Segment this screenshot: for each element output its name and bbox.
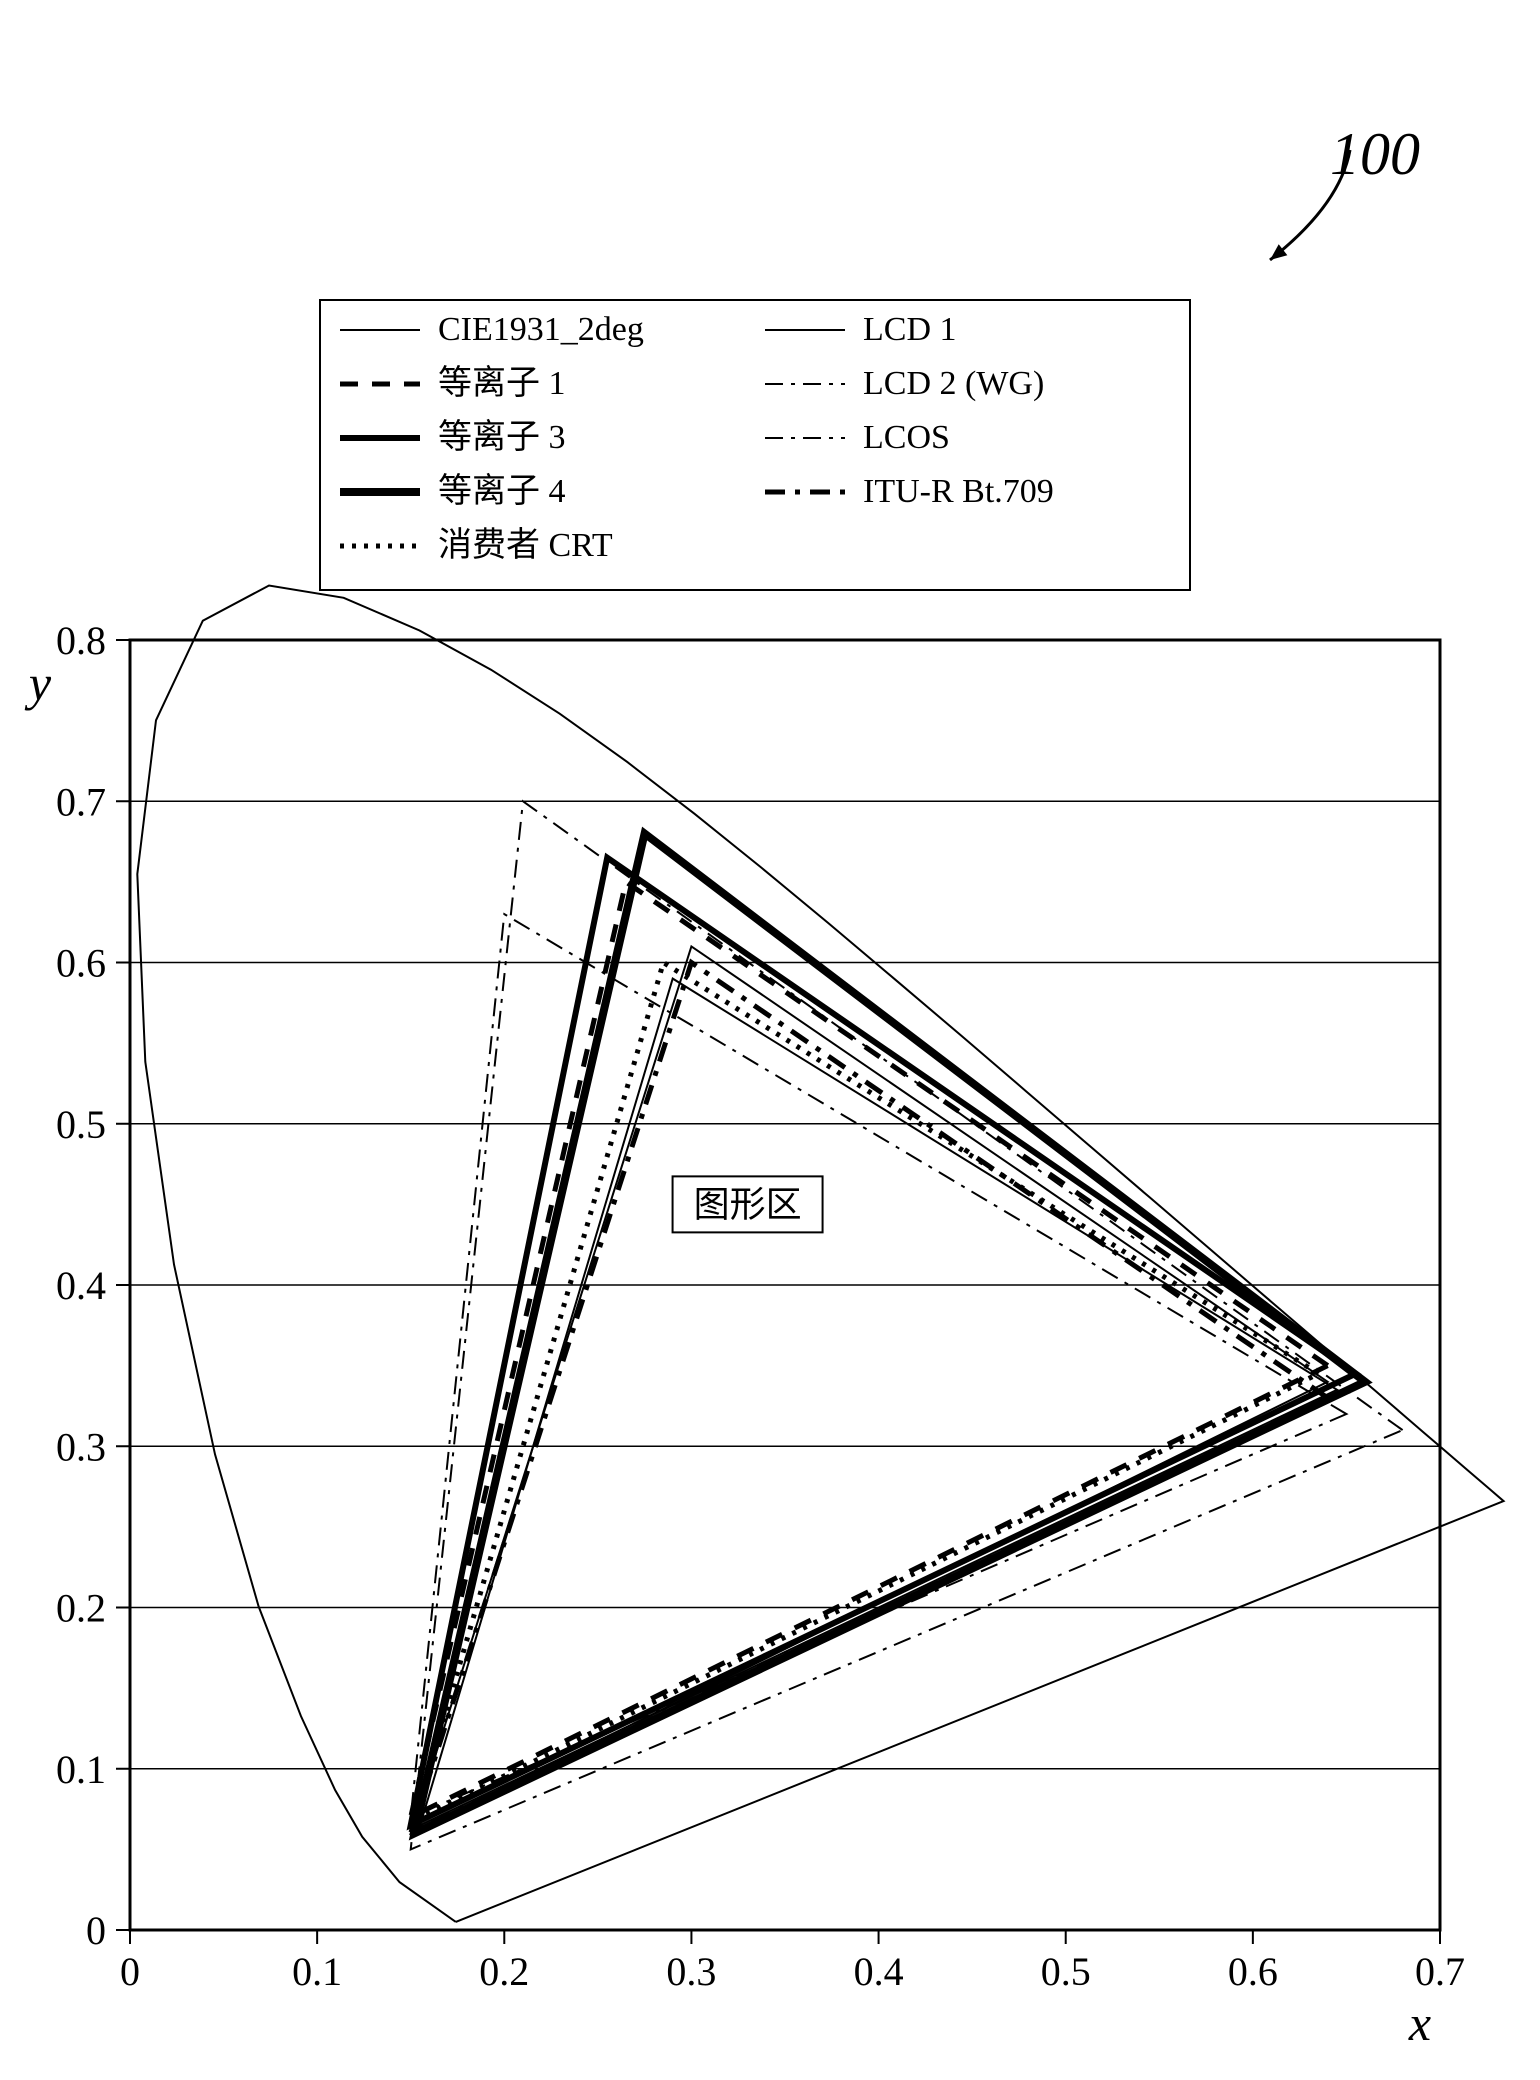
spectral-locus [137, 586, 1503, 1922]
y-tick-label: 0.1 [56, 1747, 106, 1792]
x-tick-label: 0.1 [292, 1949, 342, 1994]
figure-svg: CIE1931_2deg 等离子 1 等离子 3 等离子 4 消费者 CRT LCD 1 L… [0, 0, 1540, 2080]
y-tick-label: 0 [86, 1908, 106, 1953]
legend-item-label: LCOS [863, 419, 950, 456]
gamut-LCD 2 (WG) [411, 801, 1403, 1849]
x-tick-label: 0 [120, 1949, 140, 1994]
legend-item-label: ITU-R Bt.709 [863, 473, 1054, 510]
y-tick-label: 0.4 [56, 1263, 106, 1308]
x-tick-label: 0.4 [854, 1949, 904, 1994]
legend-item-label: 消费者 CRT [438, 526, 613, 564]
y-tick-label: 0.7 [56, 779, 106, 824]
legend-item-label: LCD 1 [863, 311, 957, 348]
x-tick-label: 0.7 [1415, 1949, 1465, 1994]
y-tick-label: 0.8 [56, 618, 106, 663]
x-tick-label: 0.2 [479, 1949, 529, 1994]
legend: CIE1931_2deg 等离子 1 等离子 3 等离子 4 消费者 CRT LCD 1 L… [320, 300, 1190, 590]
legend-item-label: CIE1931_2deg [438, 311, 644, 348]
legend-item-label: 等离子 4 [438, 472, 566, 510]
x-tick-label: 0.5 [1041, 1949, 1091, 1994]
plot-area: 图形区 0 0.1 0.2 0.3 0.4 0.5 0.6 0.7 0 0.1 0.2 0.3 0.4 0.… [24, 586, 1504, 2052]
y-tick-label: 0.3 [56, 1424, 106, 1469]
gamut-LCOS [411, 914, 1347, 1817]
gamut-等离子 1 [411, 882, 1328, 1817]
annotation-label: 图形区 [694, 1184, 802, 1224]
legend-item-label: 等离子 1 [438, 364, 566, 402]
legend-item-label: 等离子 3 [438, 418, 566, 456]
gamut-等离子 4 [415, 834, 1366, 1834]
y-tick-label: 0.6 [56, 941, 106, 986]
figure-callout: 100 [1330, 120, 1420, 189]
gamut-LCD 1 [411, 946, 1328, 1833]
x-axis-label: x [1408, 1995, 1431, 2051]
y-axis-label: y [24, 655, 52, 711]
legend-item-label: LCD 2 (WG) [863, 365, 1044, 402]
x-tick-label: 0.3 [666, 1949, 716, 1994]
gamut-等离子 3 [411, 858, 1356, 1825]
x-tick-label: 0.6 [1228, 1949, 1278, 1994]
y-tick-label: 0.2 [56, 1586, 106, 1631]
y-tick-label: 0.5 [56, 1102, 106, 1147]
